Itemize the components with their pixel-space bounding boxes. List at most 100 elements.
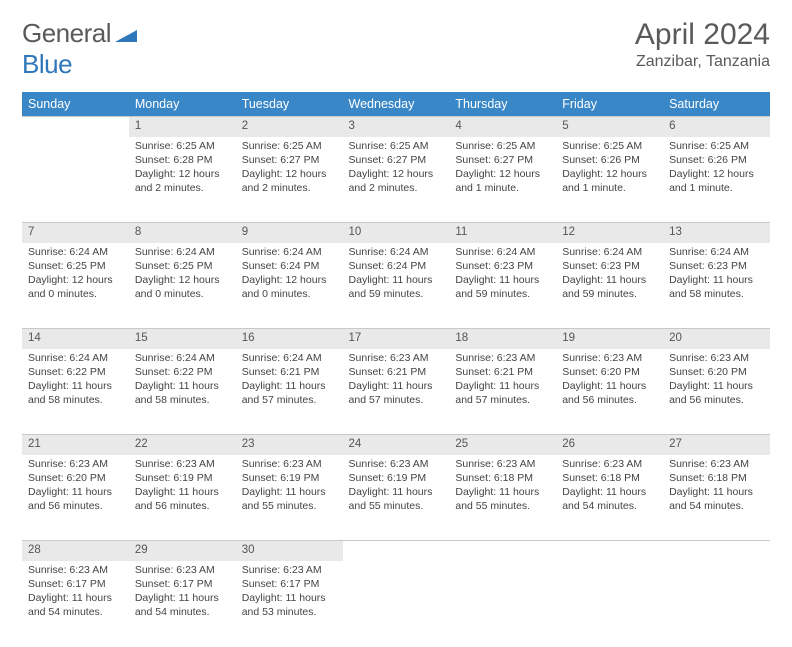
sunrise-line: Sunrise: 6:23 AM <box>28 563 123 577</box>
weekday-header: Saturday <box>663 92 770 117</box>
day-content-cell: Sunrise: 6:25 AMSunset: 6:26 PMDaylight:… <box>663 137 770 223</box>
daylight-line: Daylight: 11 hours and 57 minutes. <box>349 379 444 407</box>
sunset-line: Sunset: 6:27 PM <box>455 153 550 167</box>
day-content-cell: Sunrise: 6:24 AMSunset: 6:23 PMDaylight:… <box>556 243 663 329</box>
day-content-cell: Sunrise: 6:25 AMSunset: 6:27 PMDaylight:… <box>449 137 556 223</box>
day-content-cell: Sunrise: 6:24 AMSunset: 6:22 PMDaylight:… <box>22 349 129 435</box>
sunset-line: Sunset: 6:27 PM <box>242 153 337 167</box>
day-content-cell: Sunrise: 6:24 AMSunset: 6:25 PMDaylight:… <box>129 243 236 329</box>
daylight-line: Daylight: 12 hours and 1 minute. <box>455 167 550 195</box>
sunrise-line: Sunrise: 6:23 AM <box>135 563 230 577</box>
title-block: April 2024 Zanzibar, Tanzania <box>635 18 770 71</box>
day-content-cell: Sunrise: 6:25 AMSunset: 6:27 PMDaylight:… <box>343 137 450 223</box>
day-number-row: 78910111213 <box>22 223 770 243</box>
daylight-line: Daylight: 11 hours and 59 minutes. <box>349 273 444 301</box>
day-number-cell: 30 <box>236 541 343 561</box>
daylight-line: Daylight: 12 hours and 2 minutes. <box>135 167 230 195</box>
sunrise-line: Sunrise: 6:23 AM <box>455 457 550 471</box>
day-content-cell: Sunrise: 6:23 AMSunset: 6:21 PMDaylight:… <box>449 349 556 435</box>
daylight-line: Daylight: 11 hours and 54 minutes. <box>669 485 764 513</box>
sunset-line: Sunset: 6:26 PM <box>562 153 657 167</box>
daylight-line: Daylight: 11 hours and 53 minutes. <box>242 591 337 619</box>
day-content-cell: Sunrise: 6:23 AMSunset: 6:19 PMDaylight:… <box>343 455 450 541</box>
day-number-cell: 4 <box>449 117 556 137</box>
day-content-cell: Sunrise: 6:23 AMSunset: 6:21 PMDaylight:… <box>343 349 450 435</box>
sunrise-line: Sunrise: 6:24 AM <box>135 351 230 365</box>
day-number-cell <box>449 541 556 561</box>
daylight-line: Daylight: 11 hours and 55 minutes. <box>242 485 337 513</box>
sunset-line: Sunset: 6:20 PM <box>562 365 657 379</box>
sunset-line: Sunset: 6:22 PM <box>28 365 123 379</box>
sunset-line: Sunset: 6:24 PM <box>349 259 444 273</box>
day-content-cell: Sunrise: 6:23 AMSunset: 6:20 PMDaylight:… <box>663 349 770 435</box>
weekday-header: Thursday <box>449 92 556 117</box>
sunset-line: Sunset: 6:21 PM <box>455 365 550 379</box>
weekday-header: Wednesday <box>343 92 450 117</box>
weekday-header: Sunday <box>22 92 129 117</box>
sunrise-line: Sunrise: 6:24 AM <box>135 245 230 259</box>
day-number-cell <box>22 117 129 137</box>
sunset-line: Sunset: 6:25 PM <box>28 259 123 273</box>
sunrise-line: Sunrise: 6:24 AM <box>242 351 337 365</box>
brand-logo: GeneralBlue <box>22 18 137 80</box>
sunset-line: Sunset: 6:27 PM <box>349 153 444 167</box>
sunset-line: Sunset: 6:28 PM <box>135 153 230 167</box>
brand-word2: Blue <box>22 49 72 79</box>
sunrise-line: Sunrise: 6:23 AM <box>349 351 444 365</box>
calendar-table: SundayMondayTuesdayWednesdayThursdayFrid… <box>22 92 770 647</box>
day-number-cell: 1 <box>129 117 236 137</box>
day-number-cell: 21 <box>22 435 129 455</box>
sunrise-line: Sunrise: 6:24 AM <box>28 351 123 365</box>
day-number-cell: 24 <box>343 435 450 455</box>
daylight-line: Daylight: 12 hours and 2 minutes. <box>242 167 337 195</box>
sunset-line: Sunset: 6:22 PM <box>135 365 230 379</box>
sunset-line: Sunset: 6:25 PM <box>135 259 230 273</box>
sunset-line: Sunset: 6:23 PM <box>669 259 764 273</box>
sunrise-line: Sunrise: 6:23 AM <box>242 457 337 471</box>
daylight-line: Daylight: 11 hours and 54 minutes. <box>562 485 657 513</box>
sunrise-line: Sunrise: 6:24 AM <box>669 245 764 259</box>
daylight-line: Daylight: 11 hours and 58 minutes. <box>135 379 230 407</box>
sunrise-line: Sunrise: 6:25 AM <box>349 139 444 153</box>
daylight-line: Daylight: 11 hours and 55 minutes. <box>349 485 444 513</box>
day-content-cell <box>22 137 129 223</box>
day-number-cell <box>663 541 770 561</box>
sunset-line: Sunset: 6:17 PM <box>28 577 123 591</box>
sunset-line: Sunset: 6:23 PM <box>455 259 550 273</box>
day-number-cell: 10 <box>343 223 450 243</box>
brand-word1: General <box>22 18 111 48</box>
sunrise-line: Sunrise: 6:24 AM <box>455 245 550 259</box>
sunset-line: Sunset: 6:19 PM <box>349 471 444 485</box>
day-number-cell: 23 <box>236 435 343 455</box>
day-content-cell: Sunrise: 6:25 AMSunset: 6:28 PMDaylight:… <box>129 137 236 223</box>
day-number-cell: 25 <box>449 435 556 455</box>
day-number-cell: 12 <box>556 223 663 243</box>
day-content-cell: Sunrise: 6:23 AMSunset: 6:17 PMDaylight:… <box>22 561 129 647</box>
day-number-cell: 15 <box>129 329 236 349</box>
day-content-cell: Sunrise: 6:24 AMSunset: 6:21 PMDaylight:… <box>236 349 343 435</box>
day-number-row: 282930 <box>22 541 770 561</box>
weekday-header: Monday <box>129 92 236 117</box>
daylight-line: Daylight: 11 hours and 56 minutes. <box>28 485 123 513</box>
sunset-line: Sunset: 6:26 PM <box>669 153 764 167</box>
day-number-cell: 8 <box>129 223 236 243</box>
sunrise-line: Sunrise: 6:24 AM <box>349 245 444 259</box>
day-number-cell: 2 <box>236 117 343 137</box>
day-number-cell: 5 <box>556 117 663 137</box>
day-content-cell <box>663 561 770 647</box>
day-content-row: Sunrise: 6:24 AMSunset: 6:22 PMDaylight:… <box>22 349 770 435</box>
sunrise-line: Sunrise: 6:23 AM <box>349 457 444 471</box>
sunset-line: Sunset: 6:18 PM <box>669 471 764 485</box>
sunset-line: Sunset: 6:17 PM <box>242 577 337 591</box>
sunrise-line: Sunrise: 6:24 AM <box>242 245 337 259</box>
month-title: April 2024 <box>635 18 770 51</box>
day-number-cell: 22 <box>129 435 236 455</box>
day-number-cell: 17 <box>343 329 450 349</box>
brand-triangle-icon <box>115 18 137 49</box>
daylight-line: Daylight: 11 hours and 59 minutes. <box>455 273 550 301</box>
day-number-cell: 27 <box>663 435 770 455</box>
sunrise-line: Sunrise: 6:24 AM <box>28 245 123 259</box>
day-content-cell: Sunrise: 6:23 AMSunset: 6:19 PMDaylight:… <box>236 455 343 541</box>
day-number-cell: 14 <box>22 329 129 349</box>
sunrise-line: Sunrise: 6:25 AM <box>135 139 230 153</box>
